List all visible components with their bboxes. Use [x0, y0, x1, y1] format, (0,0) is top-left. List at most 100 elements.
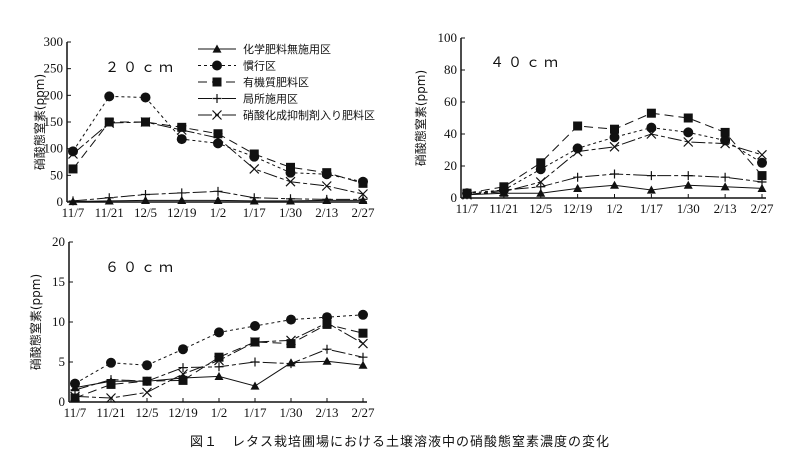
figure-caption: 図１ レタス栽培圃場における土壌溶液中の硝酸態窒素濃度の変化	[190, 434, 610, 450]
legend-marker-circle	[212, 60, 222, 71]
x-tick-label: 11/7	[456, 201, 479, 216]
y-tick-label: 20	[52, 234, 65, 249]
legend-marker-x	[212, 110, 222, 120]
data-point-plus	[250, 357, 260, 367]
data-point-circle	[70, 378, 80, 389]
series-plus	[462, 169, 767, 200]
data-point-x	[286, 335, 296, 346]
data-point-x	[70, 391, 80, 402]
y-axis-label: 硝酸態窒素(ppm)	[413, 70, 428, 166]
series-plus	[68, 186, 368, 206]
chart-panel-3: 0 5 10 15 20 11/7 11/21 12/5 12/19 1/2 1/17 1/30 2/1…	[28, 234, 375, 420]
data-point-plus	[70, 385, 80, 395]
data-point-circle	[213, 138, 223, 149]
x-tick-label: 2/27	[351, 405, 375, 420]
data-point-plus	[322, 344, 332, 354]
x-tick-label: 12/19	[563, 201, 593, 216]
series-line	[72, 121, 364, 195]
data-point-plus	[213, 186, 223, 196]
data-point-x	[68, 149, 78, 159]
y-tick-label: 0	[59, 394, 66, 409]
data-point-plus	[286, 194, 295, 204]
data-point-square	[177, 122, 187, 132]
series-square	[68, 117, 368, 188]
data-point-x	[104, 118, 115, 128]
data-point-plus	[646, 171, 656, 181]
data-point-x	[757, 149, 767, 160]
data-point-square	[286, 162, 295, 172]
series-plus	[70, 344, 368, 395]
legend-item: 局所施用区	[198, 93, 298, 106]
legend-label: 有機質肥料区	[243, 75, 309, 89]
x-tick-label: 11/7	[62, 205, 85, 220]
data-point-x	[720, 138, 731, 149]
data-point-circle	[286, 314, 296, 325]
series-circle	[70, 309, 368, 389]
y-tick-label: 200	[44, 87, 64, 102]
data-point-square	[646, 108, 656, 118]
x-tick-label: 1/17	[640, 201, 664, 216]
data-point-square	[683, 113, 693, 123]
y-tick-label: 50	[50, 167, 63, 182]
data-point-plus	[720, 172, 730, 182]
data-point-x	[322, 317, 332, 328]
legend-marker-triangle	[212, 44, 222, 53]
data-point-square	[610, 124, 619, 134]
legend-label: 慣行区	[243, 59, 276, 73]
data-point-triangle	[536, 188, 546, 197]
data-point-x	[106, 393, 116, 403]
y-tick-label: 20	[444, 158, 457, 173]
x-tick-label: 12/19	[168, 405, 198, 420]
y-tick-label: 60	[444, 94, 457, 109]
x-tick-label: 12/5	[134, 205, 157, 220]
y-tick-label: 100	[44, 141, 64, 156]
data-point-triangle	[141, 195, 150, 204]
data-point-x	[176, 125, 187, 135]
series-line	[74, 323, 364, 399]
legend-label: 局所施用区	[243, 93, 298, 106]
data-point-triangle	[757, 183, 767, 192]
data-point-square	[214, 352, 224, 362]
data-point-x	[683, 137, 694, 147]
data-point-square	[322, 168, 332, 178]
legend-marker-plus	[212, 94, 222, 103]
data-point-plus	[106, 375, 116, 385]
y-tick-label: 100	[438, 30, 458, 45]
x-tick-label: 2/13	[714, 201, 737, 216]
x-tick-label: 1/30	[279, 205, 302, 220]
x-tick-label: 1/2	[210, 205, 227, 220]
data-point-x	[535, 177, 546, 187]
data-point-plus	[142, 376, 152, 386]
data-point-x	[285, 176, 296, 187]
y-tick-label: 15	[52, 274, 65, 289]
data-point-triangle	[358, 360, 368, 369]
data-point-circle	[358, 309, 368, 320]
data-point-x	[609, 141, 620, 152]
y-tick-label: 0	[57, 194, 64, 209]
data-point-plus	[610, 169, 619, 179]
data-point-circle	[214, 327, 224, 338]
data-point-square	[106, 379, 116, 389]
data-point-triangle	[177, 195, 187, 204]
data-point-square	[70, 393, 80, 403]
series-x	[462, 129, 767, 200]
x-tick-label: 2/27	[351, 205, 375, 220]
depth-label: ２０ｃｍ	[105, 60, 177, 76]
y-axis-label: 硝酸態窒素(ppm)	[32, 74, 47, 170]
series-x	[68, 117, 368, 199]
data-point-square	[573, 121, 583, 131]
depth-label: ４０ｃｍ	[490, 55, 562, 71]
data-point-circle	[104, 91, 115, 102]
x-tick-label: 2/13	[315, 205, 338, 220]
x-tick-label: 11/21	[96, 405, 125, 420]
data-point-plus	[214, 362, 224, 372]
series-line	[466, 127, 763, 194]
data-point-triangle	[610, 180, 619, 189]
data-point-plus	[683, 171, 693, 181]
x-tick-label: 1/30	[677, 201, 700, 216]
data-point-square	[720, 127, 730, 137]
data-point-circle	[250, 321, 260, 331]
data-point-circle	[683, 127, 694, 138]
x-tick-label: 11/21	[489, 201, 518, 216]
data-point-triangle	[573, 183, 583, 192]
